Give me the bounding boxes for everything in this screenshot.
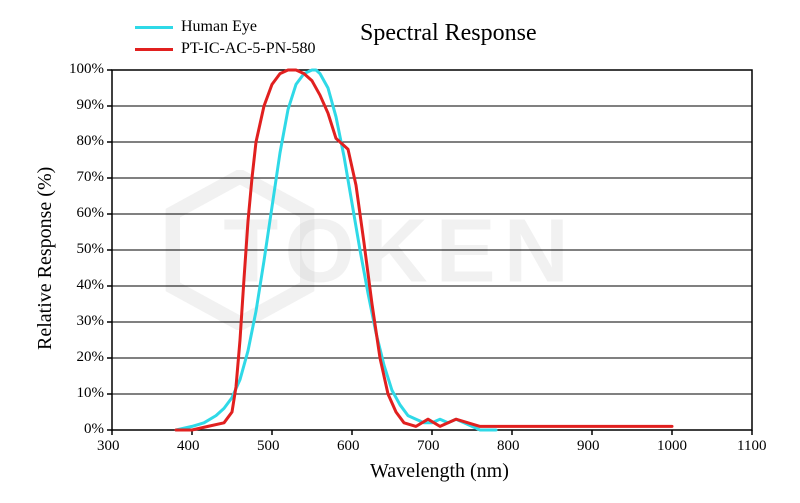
- spectral-response-chart: [0, 0, 800, 503]
